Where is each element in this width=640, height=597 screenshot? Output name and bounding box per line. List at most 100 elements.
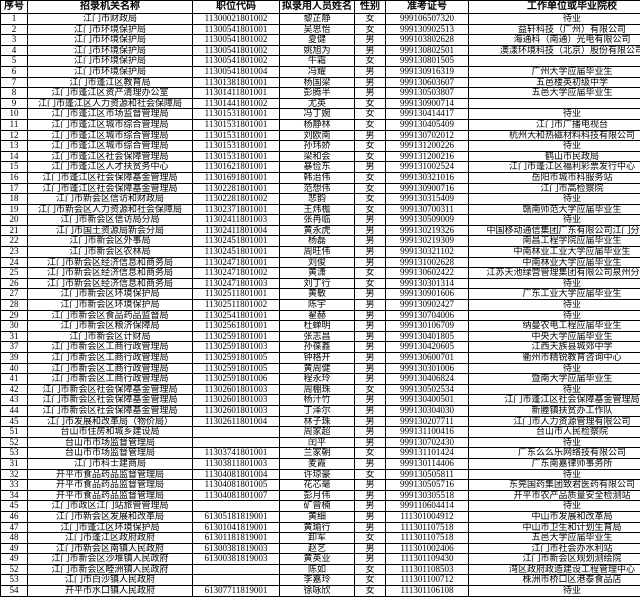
cell: 999131200226 xyxy=(386,141,469,152)
cell: 11302511801001 xyxy=(193,289,280,300)
cell: 兰家朝 xyxy=(280,448,355,459)
cell: 闰平 xyxy=(280,437,355,448)
cell: 14 xyxy=(1,151,28,162)
cell: 江门市新会区工商行政管理局 xyxy=(28,363,193,374)
cell: 江门市财政局 xyxy=(28,14,193,25)
cell: 男 xyxy=(355,130,386,141)
cell: 新塍镇扶贫办工作队 xyxy=(469,405,640,416)
cell: 江门市新会区工商行政管理局 xyxy=(28,374,193,385)
cell: 台山市人民检察院 xyxy=(469,427,640,438)
cell: 999130702430 xyxy=(386,437,469,448)
cell: 待业 xyxy=(469,586,640,597)
cell: 待业 xyxy=(469,501,640,512)
cell: 江门市新会区信访和财政局 xyxy=(28,194,193,205)
cell: 江门市国土资源局新会分局 xyxy=(28,225,193,236)
cell: 11302541801001 xyxy=(193,310,280,321)
cell: 待业 xyxy=(469,363,640,374)
cell: 999130321016 xyxy=(386,172,469,183)
cell: 999130509009 xyxy=(386,215,469,226)
cell: 999130702012 xyxy=(386,130,469,141)
table-row: 16江门市蓬江区社会保障基金管理局11301691801001韩治伟女99913… xyxy=(1,172,640,183)
cell: 广东南嘉律师事务所 xyxy=(469,458,640,469)
cell: 46 xyxy=(1,511,28,522)
cell: 999130704006 xyxy=(386,310,469,321)
cell: 10 xyxy=(1,109,28,120)
cell: 999130321102 xyxy=(386,247,469,258)
cell: 999130901606 xyxy=(386,289,469,300)
cell: 江门市新会区外事局 xyxy=(28,236,193,247)
cell: 11300541801001 xyxy=(193,24,280,35)
cell: 五邑大学应届毕业生 xyxy=(469,533,640,544)
cell: 999130406824 xyxy=(386,374,469,385)
cell: 待业 xyxy=(469,215,640,226)
cell: 江门市发展和改革局（物价局） xyxy=(28,416,193,427)
cell: 女 xyxy=(355,469,386,480)
table-row: 5江门市环境保护局11300541801002牛霜女999130801505 xyxy=(1,56,640,67)
cell: 12 xyxy=(1,130,28,141)
table-row: 7江门市蓬江区教育局11301381801001杨国梁男999130603607… xyxy=(1,77,640,88)
table-row: 46江门市新会区发展和改革局61305181819001黄细男111301004… xyxy=(1,511,640,522)
cell: 江西天族县城郊中学 xyxy=(469,342,640,353)
cell: 52 xyxy=(1,564,28,575)
cell: 61301041819001 xyxy=(193,522,280,533)
cell: 江门市新会区睦洲镇人民政府 xyxy=(28,564,193,575)
cell: 999130401805 xyxy=(386,331,469,342)
table-row: 43江门市新会区社会保障基金管理局11302601801003杨汁竹男99913… xyxy=(1,395,640,406)
cell: 钟格开 xyxy=(280,353,355,364)
cell: 江门市新会区粮济保障局 xyxy=(28,321,193,332)
cell: 11302451801001 xyxy=(193,247,280,258)
cell: 54 xyxy=(1,586,28,597)
cell: 女 xyxy=(355,268,386,279)
table-row: 24江门市新会区经济信息和商务局11302471801001刘俊男9991310… xyxy=(1,257,640,268)
cell: 39 xyxy=(1,353,28,364)
cell: 20 xyxy=(1,215,28,226)
cell: 11302471801002 xyxy=(193,268,280,279)
cell: 杜蝉明 xyxy=(280,321,355,332)
header-row: 序号 招录机关名称 职位代码 拟录用人员姓名 性别 准考证号 工作单位或毕业院校 xyxy=(1,1,640,14)
cell: 999131200216 xyxy=(386,151,469,162)
table-row: 53江门市白沙镇人民政府李嘉玲女111301100712株洲市桥口区港泰食品店 xyxy=(1,575,640,586)
cell: 待业 xyxy=(469,109,640,120)
cell: 11301441801002 xyxy=(193,98,280,109)
cell: 男 xyxy=(355,490,386,501)
cell: 花芯毫 xyxy=(280,480,355,491)
cell: 30 xyxy=(1,321,28,332)
cell: 开平市食品药品监督管理局 xyxy=(28,469,193,480)
cell: 22 xyxy=(1,236,28,247)
cell: 江门市环境保护局 xyxy=(28,66,193,77)
cell: 11301531801001 xyxy=(193,141,280,152)
cell: 周棚珠 xyxy=(280,384,355,395)
cell: 41 xyxy=(1,374,28,385)
cell: 待业 xyxy=(469,14,640,25)
cell: 女 xyxy=(355,194,386,205)
cell: 999130400501 xyxy=(386,395,469,406)
cell: 51 xyxy=(1,427,28,438)
cell: 7 xyxy=(1,77,28,88)
cell: 江门市新会区经济信息和商务局 xyxy=(28,268,193,279)
cell: 11300021801002 xyxy=(193,14,280,25)
cell: 999130900714 xyxy=(386,98,469,109)
cell: 111301109430 xyxy=(386,554,469,565)
cell: 女 xyxy=(355,586,386,597)
cell: 1 xyxy=(1,14,28,25)
cell: 杨国梁 xyxy=(280,77,355,88)
cell: 男 xyxy=(355,300,386,311)
cell: 江门市新会区规划测绘院 xyxy=(469,554,640,565)
cell: 11301411801001 xyxy=(193,88,280,99)
cell: 11301381801001 xyxy=(193,77,280,88)
cell: 中山市卫生和计划生育局 xyxy=(469,522,640,533)
cell: 男 xyxy=(355,88,386,99)
cell: 13 xyxy=(1,141,28,152)
cell: 女 xyxy=(355,183,386,194)
table-row: 44江门市新会区社会保障基金管理局11302601801003丁泽尔男99913… xyxy=(1,405,640,416)
cell: 中央大学应届毕业生 xyxy=(469,331,640,342)
cell: 111301108503 xyxy=(386,564,469,575)
cell: 夏健 xyxy=(280,35,355,46)
cell: 刘丁行 xyxy=(280,278,355,289)
cell: 江门市新会区农林局 xyxy=(28,247,193,258)
cell: 开平市食品药品监督管理局 xyxy=(28,490,193,501)
table-row: 19江门市新会区人力资源和社会保障局11302371801001王炜檐女9991… xyxy=(1,204,640,215)
cell: 11302601801003 xyxy=(193,405,280,416)
cell: 女 xyxy=(355,151,386,162)
cell: 女 xyxy=(355,24,386,35)
